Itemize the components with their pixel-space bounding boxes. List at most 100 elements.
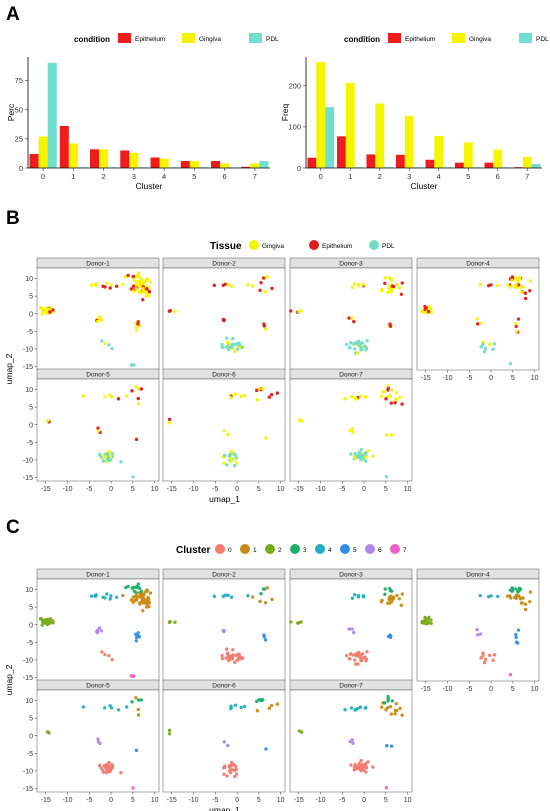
data-point (110, 346, 114, 351)
x-tick-label: 5 (257, 797, 261, 804)
data-point (134, 695, 138, 700)
x-tick-label: -15 (421, 686, 431, 693)
data-point (108, 286, 112, 290)
data-point (491, 347, 495, 351)
legend-label: 6 (378, 547, 382, 554)
data-point (289, 620, 293, 624)
facet-donor-4: Donor-4 -15 -10 -5 0 5 10 (416, 568, 540, 693)
y-axis-title: Perc (6, 103, 16, 121)
data-point (139, 698, 144, 702)
data-point (364, 705, 368, 710)
x-tick-label: -10 (188, 486, 198, 493)
data-point (353, 593, 357, 597)
data-point (145, 588, 149, 592)
y-tick-label: -5 (27, 640, 33, 647)
data-point (38, 616, 43, 621)
data-point (239, 394, 243, 399)
data-point (364, 459, 368, 463)
data-point (263, 638, 268, 642)
data-point (255, 699, 259, 704)
data-point (224, 345, 228, 349)
y-axis-title: umap_2 (4, 664, 14, 695)
bar-epithelium-3 (120, 150, 130, 168)
data-point (386, 601, 390, 605)
data-point (489, 594, 493, 598)
x-tick-label: -10 (62, 486, 72, 493)
data-point (528, 590, 533, 594)
data-point (357, 761, 362, 765)
facet-donor-7: Donor-7 -15 -10 -5 0 5 10 (289, 368, 413, 493)
data-point (399, 603, 404, 607)
data-point (101, 459, 106, 463)
data-point (103, 652, 107, 657)
data-point (139, 387, 144, 391)
data-point (275, 702, 280, 706)
facet-donor-5: Donor-5 10 5 0 -5 -10 -15 -15 -10 -5 0 5 10 (23, 368, 160, 493)
data-point (136, 320, 140, 324)
data-point (521, 596, 525, 600)
data-point (97, 315, 102, 319)
bar-pdl-7 (531, 163, 541, 168)
data-point (43, 621, 47, 625)
data-point (523, 296, 528, 301)
data-point (231, 337, 235, 341)
data-point (226, 593, 230, 597)
bar-chart-frequency: condition Epithelium Gingiva PDL 0 100 200 0 1 2 3… (280, 33, 549, 191)
y-tick-label: 25 (15, 135, 23, 144)
data-point (232, 774, 237, 779)
facet-donor-1: Donor-1 10 5 0 -5 -10 -15 (23, 257, 160, 371)
bar-epithelium-0 (307, 157, 317, 168)
y-tick-label: -5 (27, 440, 33, 447)
x-tick-label: 0 (235, 486, 239, 493)
data-point (514, 587, 518, 591)
data-point (107, 449, 111, 454)
data-point (492, 653, 497, 657)
data-point (380, 394, 384, 398)
data-point (514, 276, 518, 280)
data-point (496, 594, 500, 599)
x-tick-label: -15 (294, 797, 304, 804)
y-tick-label: 0 (29, 311, 33, 318)
data-point (363, 766, 367, 770)
x-tick-label: -5 (339, 486, 345, 493)
y-tick-label: 100 (288, 123, 301, 132)
data-point (519, 290, 524, 294)
data-point (516, 317, 521, 321)
x-tick-label: 1 (348, 172, 352, 181)
bar-gingiva-3 (129, 152, 139, 168)
data-point (265, 275, 269, 279)
data-point (475, 317, 479, 321)
data-point (383, 281, 387, 286)
data-point (147, 290, 152, 294)
data-point (129, 287, 134, 291)
legend-label: PDL (266, 36, 279, 43)
data-point (131, 475, 135, 479)
data-point (514, 640, 519, 644)
y-tick-label: 5 (29, 716, 33, 723)
data-point (141, 281, 146, 285)
x-tick-label: 5 (131, 486, 135, 493)
data-point (514, 324, 518, 329)
data-point (51, 308, 55, 312)
data-point (384, 708, 388, 712)
data-point (510, 586, 515, 590)
bar-gingiva-4 (434, 135, 444, 168)
legend-key-pdl (519, 33, 532, 43)
data-point (231, 648, 235, 652)
data-point (258, 288, 262, 293)
data-point (390, 595, 395, 599)
data-point (131, 274, 136, 279)
y-tick-label: 5 (29, 294, 33, 301)
umap-cluster-facets: Cluster 0 1 2 3 4 5 6 7Donor-11050-5-10-15Donor-… (4, 544, 540, 811)
data-point (478, 632, 483, 636)
data-point (508, 361, 513, 366)
data-point (134, 437, 139, 442)
legend-label: 4 (328, 547, 332, 554)
data-point (422, 310, 426, 314)
x-tick-label: -10 (315, 797, 325, 804)
legend-key-pdl (369, 240, 379, 250)
x-tick-label: -5 (212, 486, 218, 493)
data-point (137, 290, 142, 294)
data-point (227, 453, 232, 457)
data-point (99, 455, 103, 459)
